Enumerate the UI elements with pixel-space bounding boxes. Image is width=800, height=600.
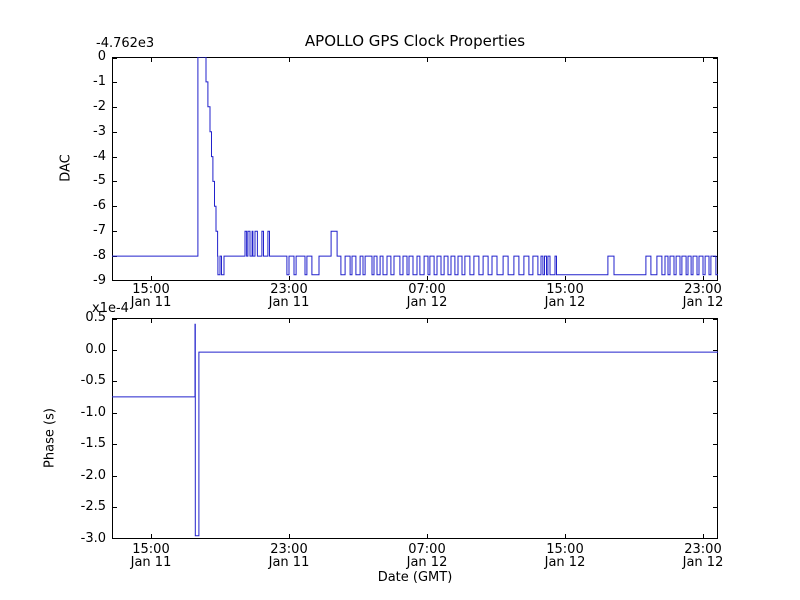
phase-xtick-label-date: Jan 12	[682, 555, 724, 570]
dac-ytick-label: -1	[93, 73, 106, 89]
dac-data-line	[112, 57, 718, 276]
bottom-yaxis-multiplier-text: x1e-4	[92, 301, 129, 316]
phase-plot-canvas	[112, 318, 718, 539]
phase-ytick-label: -2.5	[80, 499, 106, 515]
dac-ytick-label: -2	[93, 98, 106, 114]
dac-ytick-label: 0	[97, 49, 106, 64]
dac-xtick-label-time: 23:00	[270, 282, 308, 297]
dac-ytick-label: -8	[93, 248, 106, 264]
dac-xtick-label-date: Jan 11	[130, 295, 172, 310]
phase-ytick-label: -3.0	[80, 531, 106, 546]
dac-xtick-label-date: Jan 12	[682, 295, 724, 310]
top-yaxis-offset-text: -4.762e3	[96, 36, 155, 51]
phase-ytick-label: 0.5	[85, 310, 106, 325]
phase-data-line	[112, 323, 718, 537]
dac-ytick-label: -9	[93, 273, 106, 288]
phase-xtick-label-date: Jan 12	[406, 555, 448, 570]
dac-ytick-label: -3	[93, 123, 106, 139]
phase-xtick-label-date: Jan 11	[268, 555, 310, 570]
dac-ytick-label: -4	[93, 148, 106, 164]
phase-ytick-label: -0.5	[80, 373, 106, 389]
dac-xtick-label-date: Jan 12	[406, 295, 448, 310]
dac-xtick-label-time: 23:00	[684, 282, 722, 297]
dac-xtick-label-date: Jan 12	[544, 295, 586, 310]
phase-ytick-label: -1.5	[80, 436, 106, 452]
phase-ytick-label: -1.0	[80, 404, 106, 420]
dac-ytick-label: -5	[93, 173, 106, 189]
dac-ytick-label: -6	[93, 198, 106, 214]
phase-ytick-label: -2.0	[80, 467, 106, 483]
dac-xtick-label-time: 07:00	[408, 282, 446, 297]
phase-axes-frame	[112, 318, 718, 539]
phase-xtick-label-time: 23:00	[684, 542, 722, 557]
dac-xtick-label-time: 15:00	[132, 282, 170, 297]
dac-axes-frame	[112, 57, 718, 281]
dac-plot-canvas	[112, 57, 718, 281]
phase-xtick-label-time: 07:00	[408, 542, 446, 557]
phase-xtick-label-time: 15:00	[546, 542, 584, 557]
phase-ytick-label: 0.0	[85, 341, 106, 357]
phase-xtick-label-time: 23:00	[270, 542, 308, 557]
phase-xtick-label-date: Jan 12	[544, 555, 586, 570]
phase-xtick-label-date: Jan 11	[130, 555, 172, 570]
plot-title: APOLLO GPS Clock Properties	[304, 32, 526, 50]
dac-ytick-label: -7	[93, 223, 106, 239]
dac-xtick-label-date: Jan 11	[268, 295, 310, 310]
dac-xtick-label-time: 15:00	[546, 282, 584, 297]
xaxis-label: Date (GMT)	[377, 570, 453, 585]
phase-xtick-label-time: 15:00	[132, 542, 170, 557]
